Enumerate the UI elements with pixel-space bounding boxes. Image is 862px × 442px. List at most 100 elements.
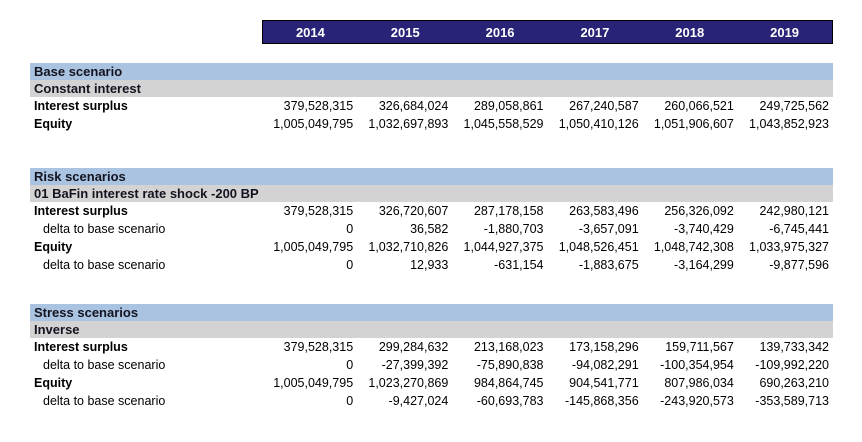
year-header-bar: 2014 2015 2016 2017 2018 2019 (262, 20, 833, 44)
row-label: delta to base scenario (43, 222, 166, 236)
value-cell: 1,005,049,795 (273, 240, 354, 254)
value-cell: -631,154 (494, 258, 544, 272)
section-subtitle-band: Inverse (30, 321, 833, 338)
value-cell: 1,050,410,126 (558, 117, 639, 131)
value-cell: 379,528,315 (283, 340, 354, 354)
value-cell: -1,880,703 (483, 222, 544, 236)
value-cell: 0 (346, 358, 354, 372)
year-column-header: 2015 (390, 24, 420, 40)
value-cell: 326,720,607 (378, 204, 449, 218)
value-cell: 904,541,771 (569, 376, 639, 390)
value-cell: -9,877,596 (769, 258, 829, 272)
value-cell: -3,164,299 (674, 258, 734, 272)
section-risk-scenarios: Risk scenarios 01 BaFin interest rate sh… (30, 168, 833, 274)
scenario-table: 2014 2015 2016 2017 2018 2019 Base scena… (30, 20, 833, 410)
value-cell: 1,051,906,607 (653, 117, 734, 131)
row-label: Equity (34, 117, 73, 131)
value-cell: 1,048,526,451 (558, 240, 639, 254)
table-row-interest-surplus: Interest surplus 379,528,315 326,684,024… (30, 97, 833, 115)
value-cell: 12,933 (410, 258, 449, 272)
value-cell: 36,582 (410, 222, 449, 236)
value-cell: -353,589,713 (755, 394, 829, 408)
value-cell: 299,284,632 (378, 340, 449, 354)
value-cell: 256,326,092 (664, 204, 734, 218)
table-row-delta: delta to base scenario 0 -27,399,392 -75… (30, 356, 833, 374)
value-cell: 0 (346, 394, 354, 408)
value-cell: 326,684,024 (378, 99, 449, 113)
row-label: Equity (34, 240, 73, 254)
value-cell: 379,528,315 (283, 204, 354, 218)
table-row-delta: delta to base scenario 0 12,933 -631,154… (30, 256, 833, 274)
table-row-equity: Equity 1,005,049,795 1,023,270,869 984,8… (30, 374, 833, 392)
row-label: Equity (34, 376, 73, 390)
value-cell: -109,992,220 (755, 358, 829, 372)
value-cell: 690,263,210 (759, 376, 829, 390)
value-cell: 139,733,342 (759, 340, 829, 354)
value-cell: 807,986,034 (664, 376, 734, 390)
value-cell: 287,178,158 (473, 204, 544, 218)
table-row-interest-surplus: Interest surplus 379,528,315 299,284,632… (30, 338, 833, 356)
row-label: Interest surplus (34, 340, 128, 354)
value-cell: 260,066,521 (664, 99, 734, 113)
value-cell: 289,058,861 (473, 99, 544, 113)
table-row-equity: Equity 1,005,049,795 1,032,697,893 1,045… (30, 115, 833, 133)
year-header-row: 2014 2015 2016 2017 2018 2019 (30, 20, 833, 44)
value-cell: 1,045,558,529 (463, 117, 544, 131)
value-cell: -9,427,024 (388, 394, 449, 408)
year-column-header: 2018 (675, 24, 705, 40)
value-cell: 159,711,567 (665, 340, 734, 354)
row-label: delta to base scenario (43, 394, 166, 408)
value-cell: -1,883,675 (578, 258, 639, 272)
row-label: delta to base scenario (43, 358, 166, 372)
value-cell: 1,023,270,869 (368, 376, 449, 390)
value-cell: -60,693,783 (476, 394, 544, 408)
value-cell: -243,920,573 (660, 394, 734, 408)
year-column-header: 2016 (485, 24, 515, 40)
table-row-interest-surplus: Interest surplus 379,528,315 326,720,607… (30, 202, 833, 220)
value-cell: 379,528,315 (283, 99, 354, 113)
value-cell: 0 (346, 258, 354, 272)
value-cell: 249,725,562 (759, 99, 829, 113)
value-cell: 173,158,296 (569, 340, 639, 354)
value-cell: 1,005,049,795 (273, 376, 354, 390)
header-label-spacer (30, 20, 262, 44)
value-cell: 1,044,927,375 (463, 240, 544, 254)
value-cell: 242,980,121 (759, 204, 829, 218)
section-base-scenario: Base scenario Constant interest Interest… (30, 63, 833, 133)
table-row-equity: Equity 1,005,049,795 1,032,710,826 1,044… (30, 238, 833, 256)
year-column-header: 2019 (770, 24, 800, 40)
value-cell: -3,657,091 (578, 222, 639, 236)
value-cell: 1,048,742,308 (653, 240, 734, 254)
value-cell: -6,745,441 (769, 222, 829, 236)
section-title-band: Stress scenarios (30, 304, 833, 321)
value-cell: -94,082,291 (571, 358, 639, 372)
value-cell: -27,399,392 (381, 358, 449, 372)
section-title-band: Risk scenarios (30, 168, 833, 185)
table-row-delta: delta to base scenario 0 36,582 -1,880,7… (30, 220, 833, 238)
value-cell: 213,168,023 (473, 340, 544, 354)
row-label: Interest surplus (34, 99, 128, 113)
value-cell: -100,354,954 (660, 358, 734, 372)
section-subtitle-band: 01 BaFin interest rate shock -200 BP (30, 185, 833, 202)
value-cell: 1,043,852,923 (749, 117, 829, 131)
year-column-header: 2017 (580, 24, 610, 40)
row-label: Interest surplus (34, 204, 128, 218)
value-cell: 1,005,049,795 (273, 117, 354, 131)
value-cell: 263,583,496 (569, 204, 639, 218)
value-cell: 1,033,975,327 (749, 240, 829, 254)
table-row-delta: delta to base scenario 0 -9,427,024 -60,… (30, 392, 833, 410)
value-cell: -145,868,356 (564, 394, 639, 408)
section-stress-scenarios: Stress scenarios Inverse Interest surplu… (30, 304, 833, 410)
value-cell: 984,864,745 (473, 376, 544, 390)
year-column-header: 2014 (295, 24, 325, 40)
value-cell: 0 (346, 222, 354, 236)
section-title-band: Base scenario (30, 63, 833, 80)
value-cell: 267,240,587 (569, 99, 639, 113)
value-cell: -3,740,429 (674, 222, 734, 236)
value-cell: -75,890,838 (476, 358, 544, 372)
section-subtitle-band: Constant interest (30, 80, 833, 97)
value-cell: 1,032,710,826 (368, 240, 449, 254)
row-label: delta to base scenario (43, 258, 166, 272)
value-cell: 1,032,697,893 (368, 117, 449, 131)
